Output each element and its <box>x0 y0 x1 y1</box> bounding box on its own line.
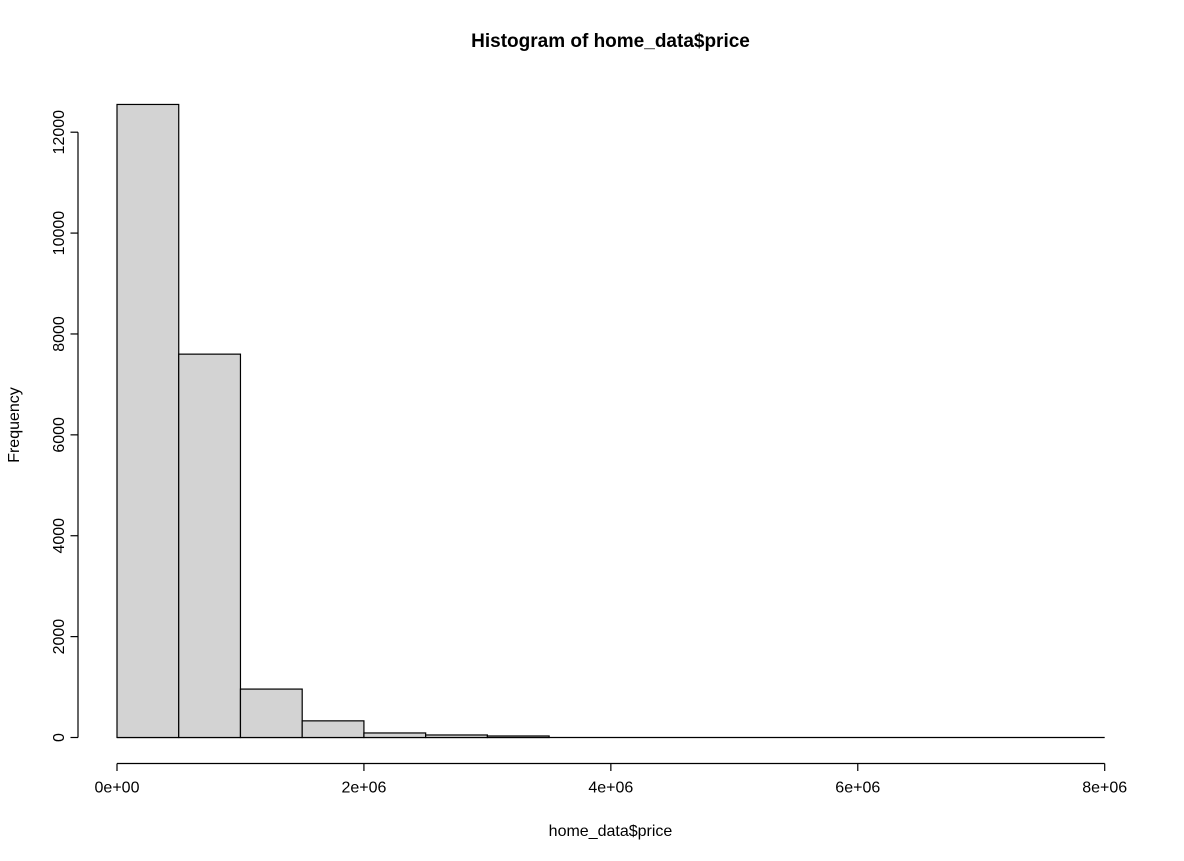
histogram-bar-2e6-2.5e6 <box>363 732 427 739</box>
y-tick-label-10000: 10000 <box>51 211 68 256</box>
y-tick-label-12000: 12000 <box>51 110 68 155</box>
y-tick-label-0: 0 <box>51 733 68 742</box>
histogram-bar-1.5e6-2e6 <box>301 720 365 739</box>
x-tick-label-2e+06: 2e+06 <box>341 780 386 797</box>
histogram-bar-0.5e6-1e6 <box>178 353 242 739</box>
histogram-bar-0-0.5e6 <box>116 103 180 739</box>
y-axis-label: Frequency <box>6 387 23 463</box>
y-tick-label-2000: 2000 <box>51 619 68 655</box>
y-tick-label-4000: 4000 <box>51 518 68 554</box>
histogram-bar-3e6-3.5e6 <box>486 735 550 739</box>
histogram-bar-1e6-1.5e6 <box>239 688 303 739</box>
y-tick-label-6000: 6000 <box>51 417 68 453</box>
x-tick-label-0e+00: 0e+00 <box>95 780 140 797</box>
x-tick-label-8e+06: 8e+06 <box>1082 780 1127 797</box>
x-axis: 0e+00 2e+06 4e+06 6e+06 8e+06 <box>95 762 1127 797</box>
y-tick-label-8000: 8000 <box>51 316 68 352</box>
x-tick-label-6e+06: 6e+06 <box>835 780 880 797</box>
chart-title: Histogram of home_data$price <box>471 31 750 52</box>
y-axis: 0 2000 4000 6000 8000 10000 12000 <box>51 110 79 742</box>
x-tick-label-4e+06: 4e+06 <box>588 780 633 797</box>
histogram-bar-2.5e6-3e6 <box>425 734 488 739</box>
bars-group <box>116 103 1105 739</box>
x-axis-label: home_data$price <box>549 823 673 840</box>
